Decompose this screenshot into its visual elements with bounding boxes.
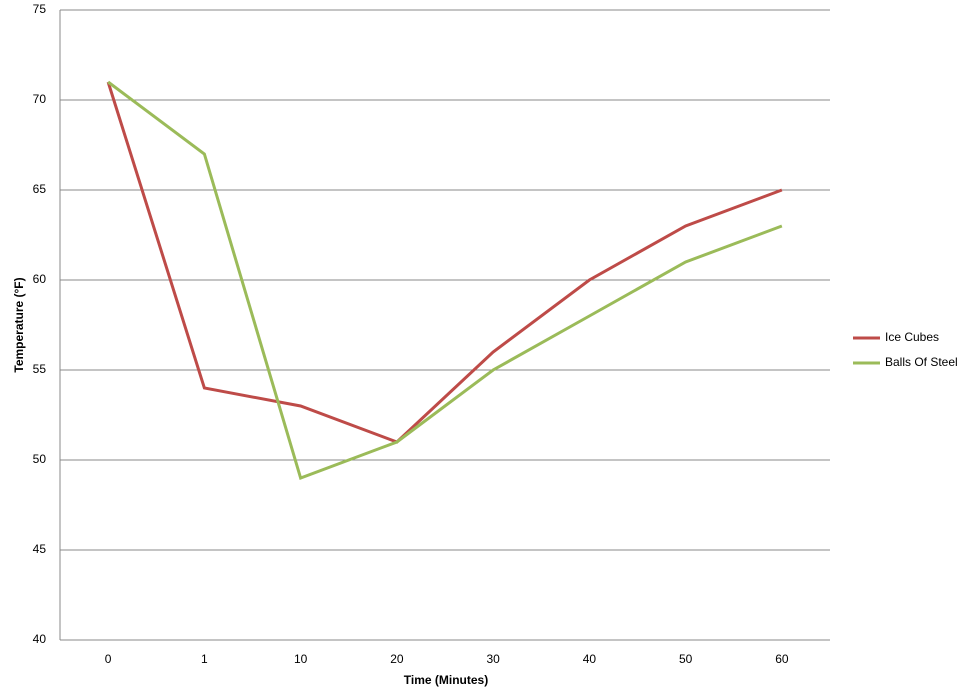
x-tick-label: 50 xyxy=(679,652,693,666)
y-tick-label: 75 xyxy=(33,2,47,16)
y-tick-label: 50 xyxy=(33,452,47,466)
x-tick-label: 30 xyxy=(486,652,500,666)
x-tick-label: 10 xyxy=(294,652,308,666)
y-tick-label: 65 xyxy=(33,182,47,196)
y-tick-label: 60 xyxy=(33,272,47,286)
y-tick-label: 40 xyxy=(33,632,47,646)
legend-label: Balls Of Steel xyxy=(885,355,958,369)
y-tick-label: 45 xyxy=(33,542,47,556)
x-tick-label: 60 xyxy=(775,652,789,666)
x-tick-label: 1 xyxy=(201,652,208,666)
series-line xyxy=(107,80,783,480)
x-tick-label: 20 xyxy=(390,652,404,666)
y-tick-label: 70 xyxy=(33,92,47,106)
x-axis-title: Time (Minutes) xyxy=(404,673,488,687)
y-axis-title: Temperature (°F) xyxy=(12,277,26,372)
y-tick-label: 55 xyxy=(33,362,47,376)
x-tick-label: 0 xyxy=(105,652,112,666)
series-line xyxy=(106,81,783,444)
legend-label: Ice Cubes xyxy=(885,330,939,344)
x-tick-label: 40 xyxy=(583,652,597,666)
